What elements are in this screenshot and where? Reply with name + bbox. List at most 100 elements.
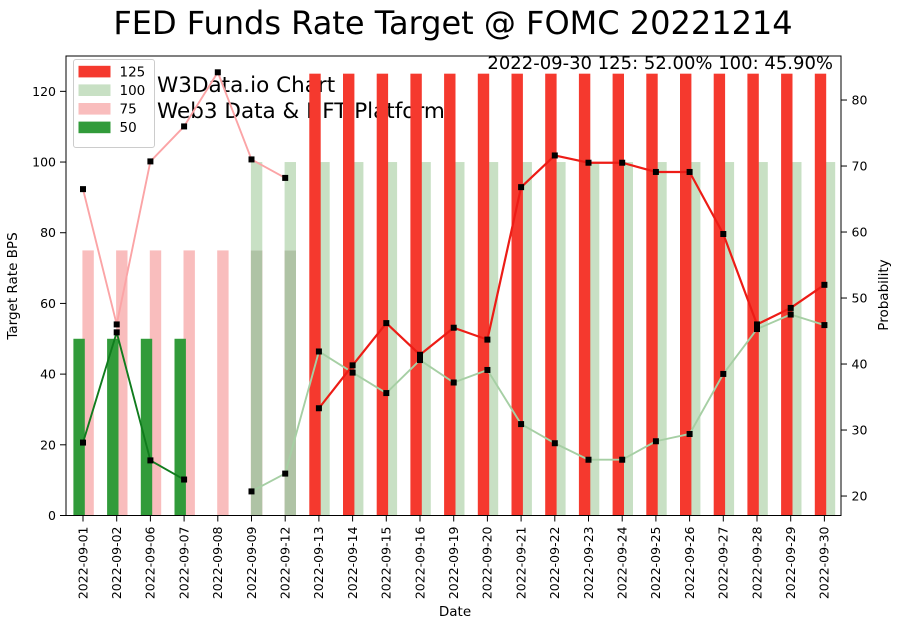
bar-75 <box>183 250 195 516</box>
line-marker-100 <box>484 366 491 373</box>
line-marker-125 <box>754 321 760 328</box>
bar-100 <box>823 162 836 516</box>
line-marker-100 <box>417 357 423 364</box>
bar-50 <box>140 338 153 516</box>
line-marker-125 <box>518 184 525 191</box>
line-marker-100 <box>349 369 356 376</box>
bar-125 <box>410 73 422 516</box>
bar-125 <box>646 73 658 516</box>
bar-100 <box>486 162 499 516</box>
bar-100 <box>689 162 701 516</box>
bar-100 <box>722 162 735 516</box>
bar-50 <box>174 338 186 516</box>
bar-125 <box>545 73 557 516</box>
bar-125 <box>578 73 591 516</box>
legend-label-100: 100 <box>120 83 146 99</box>
markers-layer <box>80 69 828 495</box>
bar-100 <box>385 162 398 516</box>
line-marker-125 <box>484 336 491 343</box>
bar-100 <box>318 162 330 516</box>
line-marker-75 <box>147 158 154 165</box>
bar-100 <box>352 162 364 516</box>
bar-75 <box>149 250 162 516</box>
x-tick-label: 2022-09-20 <box>480 526 495 599</box>
line-marker-100 <box>619 456 626 463</box>
legend: 125 100 75 50 <box>73 59 155 148</box>
x-tick-label: 2022-09-09 <box>244 526 259 599</box>
line-marker-75 <box>80 186 86 193</box>
bar-75 <box>82 250 94 516</box>
legend-swatch-100 <box>78 84 111 96</box>
ticks-layer: 0 20 40 60 80 100 120 20 30 40 50 60 70 80 2022-09-01 2… <box>32 84 867 599</box>
line-marker-100 <box>383 390 390 397</box>
line-marker-125 <box>686 168 693 175</box>
y-left-tick-label: 100 <box>32 155 56 170</box>
annotation-latest-probabilities: 2022-09-30 125: 52.00% 100: 45.90% <box>487 53 833 74</box>
x-tick-label: 2022-09-01 <box>75 527 90 600</box>
bar-100 <box>520 162 532 516</box>
line-marker-100 <box>652 438 659 445</box>
x-tick-label: 2022-09-27 <box>716 527 731 600</box>
line-marker-75 <box>181 123 188 130</box>
line-marker-125 <box>383 320 390 327</box>
x-tick-label: 2022-09-13 <box>311 527 326 600</box>
line-marker-100 <box>686 430 693 437</box>
x-tick-label: 2022-09-28 <box>749 526 764 599</box>
y-left-tick-label: 80 <box>40 225 56 240</box>
bar-125 <box>680 73 692 516</box>
bar-125 <box>376 73 389 516</box>
line-marker-50 <box>80 439 86 446</box>
y-right-tick-label: 40 <box>852 357 868 372</box>
line-marker-125 <box>720 231 727 238</box>
line-marker-100 <box>754 326 760 333</box>
x-tick-label: 2022-09-16 <box>412 526 427 599</box>
line-marker-125 <box>349 362 356 369</box>
x-tick-label: 2022-09-14 <box>345 526 360 599</box>
chart-title: FED Funds Rate Target @ FOMC 20221214 <box>113 4 792 42</box>
bar-75 <box>217 250 229 516</box>
x-tick-label: 2022-09-30 <box>817 526 832 599</box>
x-axis-label: Date <box>439 604 471 620</box>
line-marker-50 <box>113 329 120 336</box>
x-tick-label: 2022-09-29 <box>783 526 798 599</box>
line-marker-100 <box>821 322 828 329</box>
y-right-axis-label: Probability <box>876 259 892 330</box>
bar-125 <box>343 73 355 516</box>
line-marker-125 <box>450 324 457 331</box>
x-tick-label: 2022-09-06 <box>143 526 158 599</box>
bar-100 <box>250 162 263 251</box>
line-marker-125 <box>619 159 626 166</box>
bar-125 <box>612 73 624 516</box>
bar-125 <box>747 73 759 516</box>
line-marker-100 <box>450 379 457 386</box>
bar-125 <box>511 73 523 516</box>
bar-100 <box>756 162 768 516</box>
line-marker-75 <box>113 321 120 328</box>
y-right-tick-label: 20 <box>852 489 868 504</box>
bar-125 <box>781 73 793 516</box>
line-marker-100 <box>315 348 322 355</box>
line-marker-100 <box>720 370 727 377</box>
bar-100 <box>587 162 600 516</box>
y-right-tick-label: 80 <box>852 93 868 108</box>
bar-100 <box>621 162 633 516</box>
bar-50 <box>73 338 85 516</box>
x-tick-label: 2022-09-25 <box>648 527 663 600</box>
bar-100 <box>554 162 566 516</box>
probability-line-50 <box>82 331 186 481</box>
x-tick-label: 2022-09-24 <box>615 526 630 599</box>
line-marker-100 <box>551 440 558 447</box>
bar-50 <box>107 338 119 516</box>
bar-100 <box>790 162 802 516</box>
y-left-tick-label: 40 <box>40 367 56 382</box>
line-marker-75 <box>248 156 255 163</box>
legend-label-125: 125 <box>120 64 146 80</box>
probability-line-100 <box>250 313 826 493</box>
line-marker-100 <box>787 311 794 318</box>
line-marker-100 <box>248 488 255 495</box>
x-tick-label: 2022-09-21 <box>513 527 528 600</box>
line-marker-100 <box>518 421 525 428</box>
bar-100 <box>419 162 431 516</box>
